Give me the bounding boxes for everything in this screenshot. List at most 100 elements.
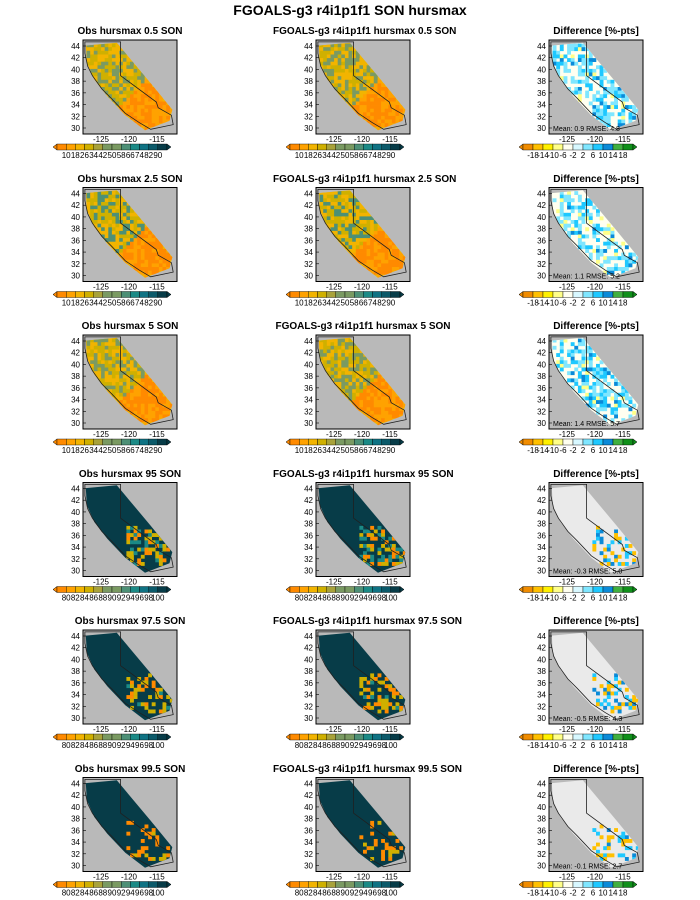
colorbar-tick-label: -6 [559, 151, 567, 160]
colorbar-swatch [130, 881, 140, 888]
panel-title: Difference [%-pts] [553, 173, 639, 185]
lon-tick-label: -125 [326, 725, 343, 734]
lat-tick-label: 30 [537, 419, 546, 428]
colorbar-tick-label: 90 [108, 889, 117, 898]
colorbar-swatch [65, 733, 76, 741]
colorbar-swatch [363, 733, 373, 741]
lat-tick-label: 44 [71, 337, 80, 346]
colorbar-swatch [602, 291, 614, 298]
lat-tick-label: 32 [537, 407, 546, 416]
map-panel-r5-c1: 44 42 40 38 36 34 32 30 -125 -120 -115 [304, 777, 411, 882]
lat-tick-label: 42 [71, 791, 80, 800]
colorbar-tick-label: 100 [151, 741, 165, 750]
lat-tick-label: 42 [71, 496, 80, 505]
lat-tick-label: 38 [71, 77, 80, 86]
map-panel-r0-c2: 44 42 40 38 36 34 32 30 -125 -120 -115 Mean: 0.9 RM… [537, 39, 644, 144]
diff-colorbar: -18-14-10 -6 -2 2 6 10 14 18 [518, 438, 638, 455]
lat-tick-label: 42 [304, 54, 313, 63]
colorbar-tick-label: 66 [126, 446, 135, 455]
colorbar-tick-label: 2 [581, 446, 586, 455]
colorbar-swatch [612, 733, 624, 741]
lat-tick-label: 34 [304, 396, 313, 405]
colorbar-swatch [552, 143, 564, 151]
lat-tick-label: 40 [304, 655, 313, 664]
lat-tick-label: 44 [71, 632, 80, 641]
colorbar-tick-label: 80 [295, 594, 304, 603]
lat-tick-label: 34 [537, 691, 546, 700]
lat-tick-label: 42 [304, 496, 313, 505]
lon-tick-label: -120 [587, 283, 604, 292]
colorbar-tick-label: 42 [98, 151, 107, 160]
diff-stats: Mean: 0.9 RMSE: 4.8 [553, 126, 620, 133]
colorbar-tick-label: 94 [126, 741, 135, 750]
colorbar-swatch [308, 438, 318, 446]
colorbar-swatch [372, 881, 382, 888]
colorbar-swatch [381, 438, 392, 446]
colorbar-swatch [354, 143, 364, 151]
lat-tick-label: 44 [537, 190, 546, 199]
state-border [317, 631, 407, 720]
colorbar-tick-label: -2 [569, 299, 577, 308]
panel-title: FGOALS-g3 r4i1p1f1 hursmax 2.5 SON [273, 173, 457, 185]
figure-title: FGOALS-g3 r4i1p1f1 SON hursmax [233, 2, 467, 18]
lon-tick-label: -115 [615, 578, 631, 587]
colorbar-tick-label: 58 [350, 446, 359, 455]
lon-tick-label: -125 [559, 283, 576, 292]
lon-tick-label: -115 [615, 873, 631, 882]
colorbar-tick-label: 92 [117, 594, 126, 603]
colorbar-tick-label: 92 [117, 741, 126, 750]
lat-tick-label: 30 [304, 862, 313, 871]
colorbar-swatch [130, 143, 140, 151]
colorbar-tick-label: 18 [71, 299, 80, 308]
lat-tick-label: 38 [537, 667, 546, 676]
lon-tick-label: -125 [93, 725, 110, 734]
colorbar-swatch [56, 881, 67, 888]
lat-tick-label: 40 [304, 508, 313, 517]
state-border [84, 779, 174, 868]
colorbar-tick-label: -6 [559, 446, 567, 455]
colorbar-swatch [75, 586, 85, 593]
lon-tick-label: -120 [587, 430, 604, 439]
colorbar-swatch [582, 143, 594, 151]
lat-tick-label: 34 [304, 101, 313, 110]
colorbar-tick-label: -18 [527, 446, 539, 455]
lat-tick-label: 38 [304, 372, 313, 381]
colorbar-swatch [120, 733, 131, 741]
colorbar-swatch [317, 291, 327, 298]
colorbar-tick-label: 94 [359, 889, 368, 898]
colorbar-tick-label: 34 [322, 446, 331, 455]
colorbar-swatch [56, 143, 67, 151]
colorbar-swatch [354, 881, 364, 888]
lon-tick-label: -115 [149, 283, 165, 292]
colorbar-swatch [308, 586, 318, 593]
lat-tick-label: 34 [304, 248, 313, 257]
colorbar-tick-label: -18 [527, 594, 539, 603]
state-border [84, 41, 174, 130]
colorbar-swatch [372, 291, 382, 298]
lat-tick-label: 32 [537, 555, 546, 564]
panel-frame [548, 39, 644, 135]
colorbar-tick-label: 98 [377, 594, 386, 603]
colorbar-tick-label: 74 [368, 446, 377, 455]
colorbar-swatch [562, 291, 574, 298]
panel-frame [82, 187, 178, 282]
lat-tick-label: 36 [304, 826, 313, 835]
lon-tick-label: -115 [149, 430, 165, 439]
colorbar-swatch [139, 586, 149, 593]
colorbar-swatch [354, 586, 364, 593]
lon-tick-label: -115 [382, 430, 398, 439]
colorbar-tick-label: -14 [537, 446, 549, 455]
colorbar-swatch [308, 881, 318, 888]
panel-frame [82, 39, 178, 135]
lat-tick-label: 40 [71, 213, 80, 222]
colorbar-swatch [93, 881, 104, 888]
lat-tick-label: 44 [304, 42, 313, 51]
lat-tick-label: 32 [537, 702, 546, 711]
lat-tick-label: 38 [304, 815, 313, 824]
lon-tick-label: -125 [559, 430, 576, 439]
colorbar-swatch [335, 291, 346, 298]
colorbar-tick-label: 84 [80, 889, 89, 898]
lat-tick-label: 32 [537, 260, 546, 269]
lat-tick-label: 38 [537, 225, 546, 234]
